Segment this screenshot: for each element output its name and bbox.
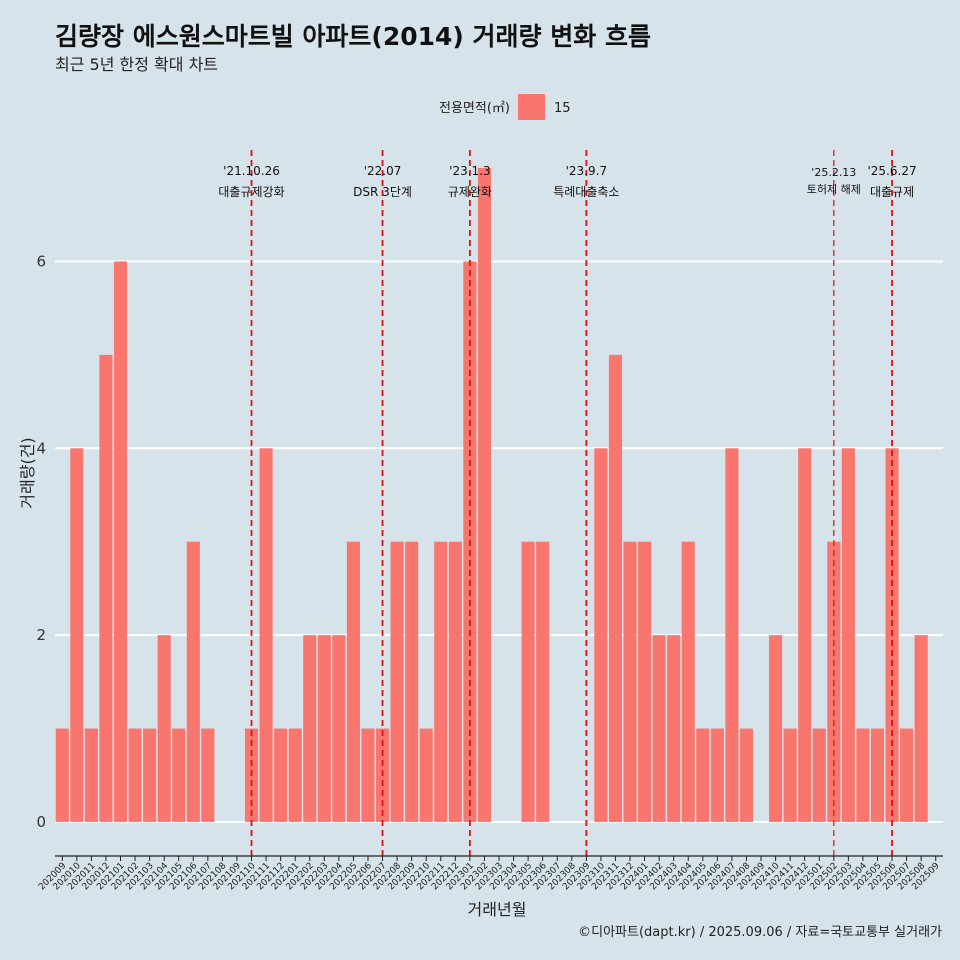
chart-subtitle: 최근 5년 한정 확대 차트 (55, 55, 218, 74)
bar-202411 (783, 728, 797, 822)
bar-202407 (725, 448, 739, 822)
bar-202401 (638, 541, 652, 822)
bar-202112 (274, 728, 288, 822)
bar-202010 (70, 448, 84, 822)
bar-202011 (84, 728, 98, 822)
bar-202306 (536, 541, 550, 822)
event-date: '22.07 (364, 164, 402, 178)
event-label: 토허제 해제 (807, 182, 861, 196)
bar-202212 (448, 541, 462, 822)
bar-202205 (346, 541, 360, 822)
bar-202501 (812, 728, 826, 822)
bar-202310 (594, 448, 608, 822)
bar-202103 (143, 728, 157, 822)
bar-202504 (856, 728, 870, 822)
bar-202104 (157, 635, 171, 822)
bar-202305 (521, 541, 535, 822)
bar-202405 (696, 728, 710, 822)
x-axis: 2020092020102020112020122021012021022021… (37, 855, 943, 892)
bar-202507 (900, 728, 914, 822)
legend: 전용면적(㎡) 15 (439, 94, 571, 120)
event-date: '23.9.7 (566, 164, 607, 178)
bar-202508 (914, 635, 928, 822)
bar-202505 (870, 728, 885, 822)
event-markers: '21.10.26 대출규제강화 '22.07 DSR 3단계 '23.1.3 규제완화 '… (218, 150, 917, 856)
event-label: 규제완화 (448, 185, 492, 199)
bar-202009 (55, 728, 69, 822)
chart-title: 김량장 에스원스마트빌 아파트(2014) 거래량 변화 흐름 (55, 22, 651, 51)
event-label: 특례대출축소 (553, 185, 619, 199)
bar-202201 (288, 728, 302, 822)
bar-202012 (99, 354, 113, 822)
bar-202208 (390, 541, 404, 822)
bar-202311 (608, 354, 623, 822)
bar-202403 (667, 635, 681, 822)
caption: ©디아파트(dapt.kr) / 2025.09.06 / 자료=국토교통부 실… (578, 925, 942, 940)
y-tick-label: 2 (36, 626, 46, 644)
y-axis-title: 거래량(건) (18, 437, 37, 508)
bar-202204 (332, 635, 346, 822)
legend-title: 전용면적(㎡) (439, 101, 510, 116)
event-label: 대출규제강화 (218, 185, 284, 199)
event-date: '21.10.26 (223, 164, 280, 178)
bar-202312 (623, 541, 637, 822)
bar-202406 (710, 728, 724, 822)
gridlines: 0 2 4 6 (36, 252, 943, 831)
bar-202404 (681, 541, 695, 822)
bar-202202 (303, 635, 317, 822)
event-date: '25.6.27 (867, 164, 916, 178)
bar-202211 (434, 541, 448, 822)
legend-swatch (518, 94, 545, 120)
bar-202412 (798, 448, 812, 822)
bar-202410 (769, 635, 783, 822)
bar-202402 (652, 635, 666, 822)
bar-202106 (186, 541, 200, 822)
bar-202209 (405, 541, 419, 822)
event-date: '25.2.13 (811, 166, 856, 179)
y-tick-label: 6 (36, 252, 46, 270)
event-label: 대출규제 (870, 185, 914, 199)
bar-202107 (201, 728, 215, 822)
bars (55, 168, 928, 822)
y-tick-label: 0 (36, 813, 46, 831)
bar-202105 (172, 728, 186, 822)
bar-202302 (477, 168, 491, 822)
bar-202102 (128, 728, 142, 822)
event-date: '23.1.3 (449, 164, 490, 178)
bar-202111 (259, 448, 273, 822)
bar-202206 (361, 728, 375, 822)
bar-202203 (317, 635, 331, 822)
event-label: DSR 3단계 (353, 185, 412, 199)
y-tick-label: 4 (36, 439, 46, 457)
x-axis-title: 거래년월 (468, 900, 527, 919)
bar-202408 (739, 728, 754, 822)
bar-202503 (841, 448, 855, 822)
bar-202101 (113, 261, 128, 822)
bar-202210 (419, 728, 433, 822)
legend-entry-label: 15 (554, 101, 571, 116)
